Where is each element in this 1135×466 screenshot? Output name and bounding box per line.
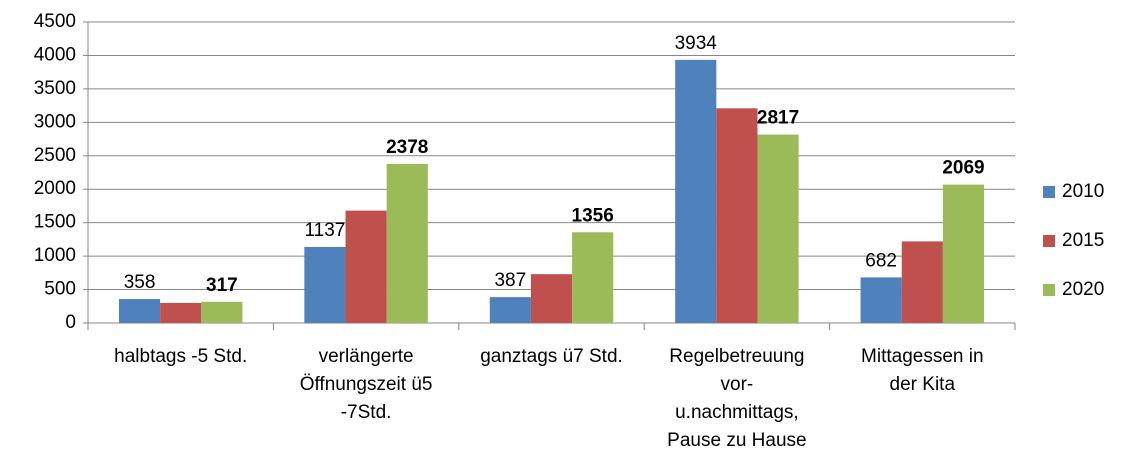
bar: [304, 246, 346, 323]
y-tick-label: 2500: [34, 145, 76, 166]
data-label: 3934: [675, 33, 718, 54]
data-label: 358: [124, 272, 156, 293]
y-tick-label: 3000: [34, 111, 76, 132]
y-tick-label: 1000: [34, 245, 76, 266]
bar: [386, 163, 428, 323]
bar: [901, 241, 943, 323]
bar: [942, 184, 985, 323]
x-tick-label: Regelbetreuung vor- u.nachmittags, Pause…: [667, 346, 807, 451]
legend-swatch: [1043, 186, 1055, 198]
legend-swatch: [1043, 235, 1055, 247]
bar: [345, 210, 387, 323]
bar: [572, 232, 614, 323]
bar: [757, 134, 799, 323]
x-tick-label: verlängerte Öffnungszeit ü5 -7Std.: [299, 346, 433, 423]
bar: [530, 274, 573, 323]
bar: [201, 301, 243, 323]
data-label: 1137: [305, 220, 346, 241]
data-label: 2378: [386, 137, 428, 158]
x-tick-label: halbtags -5 Std.: [114, 346, 248, 367]
legend-label: 2010: [1062, 181, 1104, 202]
y-tick-label: 500: [44, 279, 76, 300]
data-label: 2069: [942, 158, 984, 179]
x-tick-label: ganztags ü7 Std.: [480, 346, 623, 367]
legend-label: 2015: [1062, 230, 1104, 251]
bar: [860, 277, 902, 323]
y-tick-label: 1500: [34, 212, 76, 233]
data-label: 317: [206, 275, 238, 296]
x-tick-label: Mittagessen in der Kita: [861, 346, 984, 395]
legend-swatch: [1043, 284, 1055, 296]
y-tick-label: 3500: [34, 78, 76, 99]
data-label: 387: [494, 270, 526, 291]
y-tick-label: 4000: [34, 44, 76, 65]
data-label: 1356: [572, 205, 614, 226]
bar: [160, 302, 202, 323]
bar: [716, 108, 758, 323]
bar: [675, 59, 717, 324]
data-label: 682: [865, 250, 897, 271]
bar: [489, 297, 531, 323]
legend-label: 2020: [1062, 279, 1104, 300]
bar: [118, 299, 161, 323]
y-tick-label: 2000: [34, 178, 76, 199]
y-tick-label: 4500: [34, 11, 76, 32]
data-label: 2817: [757, 108, 799, 129]
y-tick-label: 0: [65, 312, 76, 333]
